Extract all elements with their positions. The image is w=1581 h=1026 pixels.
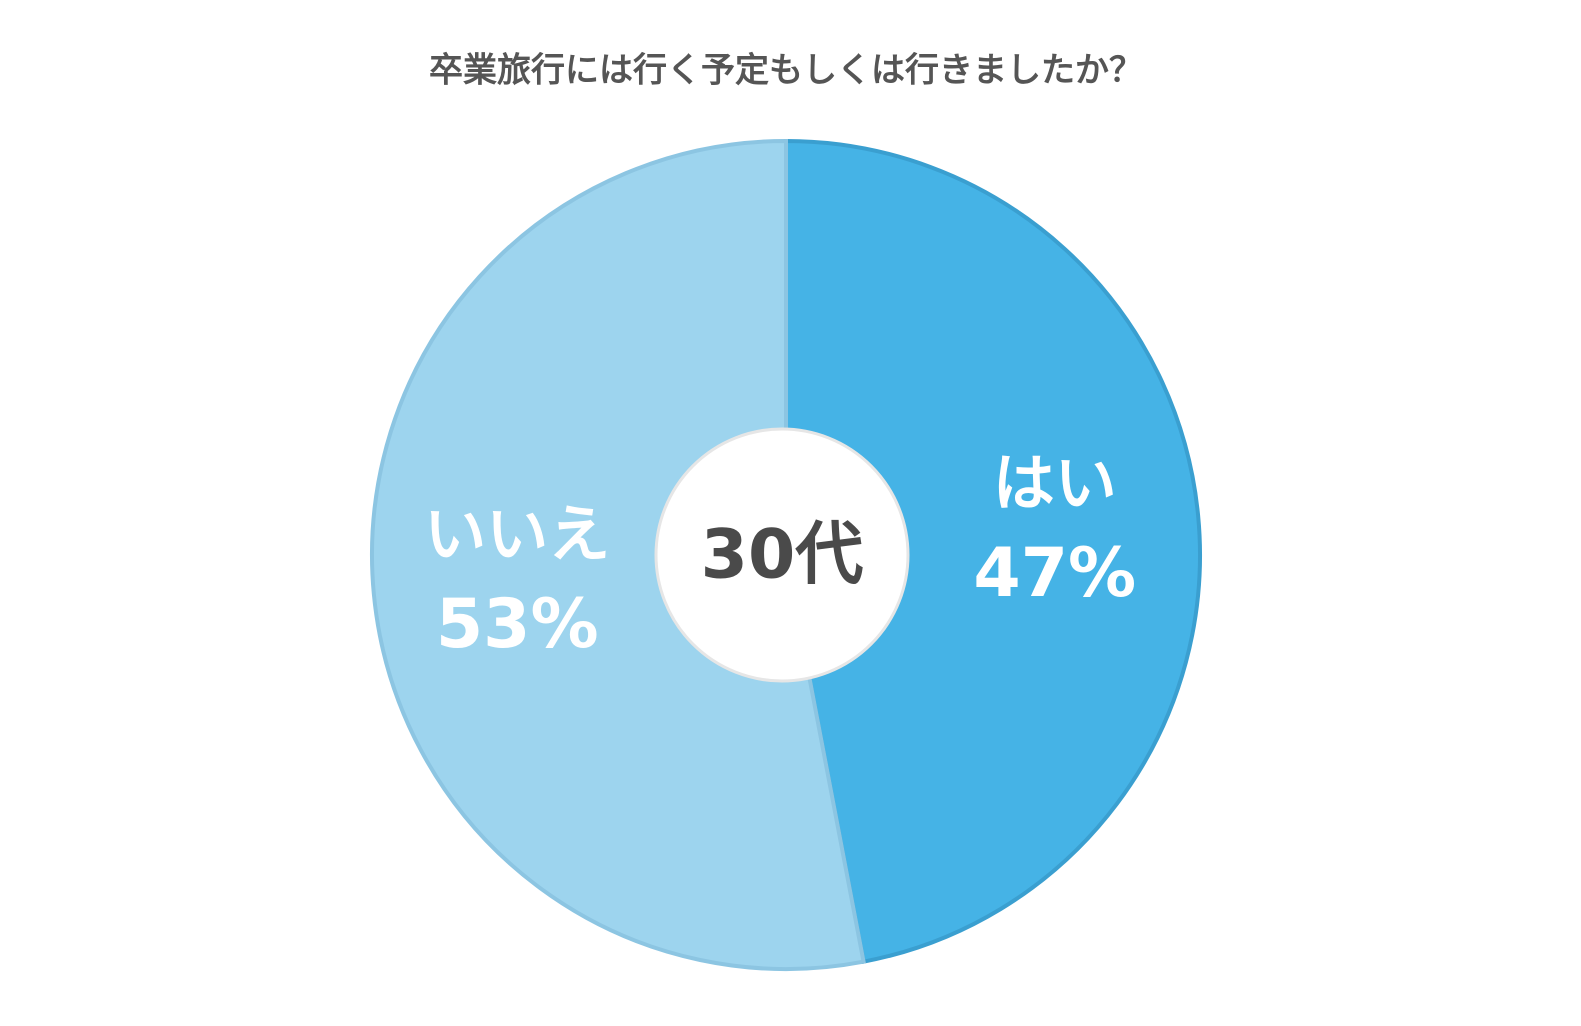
center-hole [654, 427, 910, 683]
slice-label: いいえ [424, 498, 610, 571]
value-label: 47% [973, 534, 1136, 613]
slice-label: はい [993, 447, 1117, 520]
chart-title: 卒業旅行には行く予定もしくは行きましたか？ [429, 51, 1143, 91]
center-label: 30代 [701, 516, 864, 595]
pie-slice [784, 138, 1202, 965]
pie-slice [370, 138, 866, 971]
value-label: 53% [436, 585, 599, 664]
